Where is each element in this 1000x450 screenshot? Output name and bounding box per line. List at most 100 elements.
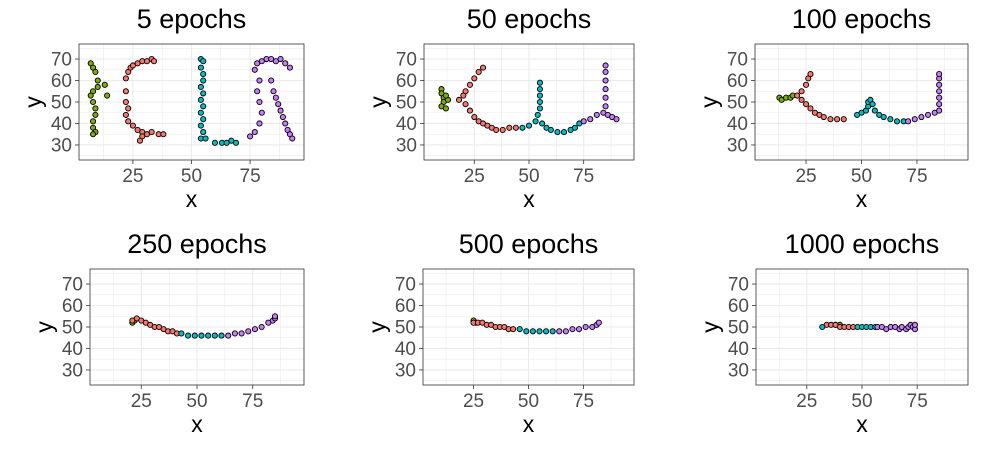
data-point — [251, 129, 258, 136]
data-point — [512, 124, 519, 131]
data-point — [197, 122, 204, 129]
data-point — [554, 129, 561, 136]
x-tick-label: 50 — [518, 166, 539, 187]
y-tick-label: 60 — [62, 296, 83, 317]
y-tick-label: 30 — [51, 135, 72, 156]
data-point — [471, 113, 478, 121]
y-tick-label: 50 — [395, 318, 416, 339]
y-tick-label: 50 — [396, 93, 417, 114]
data-point — [802, 81, 810, 88]
data-point — [205, 332, 212, 339]
data-point — [211, 332, 218, 339]
y-tick-label: 40 — [727, 114, 748, 135]
data-point — [286, 64, 293, 71]
data-point — [101, 81, 108, 88]
data-point — [887, 116, 894, 123]
y-tick-label: 30 — [728, 360, 749, 381]
y-tick-label: 60 — [51, 71, 72, 92]
y-axis-label: y — [31, 321, 57, 333]
x-axis-label: x — [191, 411, 203, 437]
data-point — [231, 330, 238, 337]
data-point — [191, 332, 198, 339]
data-point — [94, 77, 101, 84]
data-point — [602, 68, 609, 75]
data-point — [256, 120, 263, 127]
y-axis-label: y — [20, 96, 46, 108]
data-point — [104, 92, 111, 99]
data-point — [543, 328, 550, 335]
data-point — [869, 101, 876, 108]
data-point — [827, 116, 834, 123]
data-point — [576, 326, 583, 333]
y-tick-label: 50 — [62, 318, 83, 339]
data-point — [798, 88, 805, 95]
y-tick-label: 70 — [395, 275, 416, 296]
facet-title: 500 epochs — [459, 229, 599, 259]
data-point — [202, 135, 209, 142]
data-point — [534, 111, 541, 118]
data-point — [258, 323, 265, 331]
data-point — [925, 111, 932, 118]
data-point — [92, 111, 99, 118]
data-point — [820, 113, 827, 121]
data-point — [936, 107, 943, 114]
facet-title: 250 epochs — [127, 229, 267, 259]
data-point — [245, 328, 252, 335]
data-point — [90, 131, 97, 138]
data-point — [282, 60, 289, 67]
data-point — [289, 135, 296, 142]
data-point — [90, 118, 97, 125]
y-tick-label: 60 — [395, 296, 416, 317]
y-tick-label: 70 — [727, 50, 748, 71]
x-tick-label: 25 — [463, 391, 484, 412]
data-point — [536, 105, 543, 112]
data-point — [798, 96, 805, 103]
data-point — [87, 92, 94, 99]
x-tick-label: 75 — [240, 166, 261, 187]
data-point — [122, 75, 129, 82]
data-point — [807, 105, 814, 112]
data-point — [936, 71, 943, 78]
y-tick-label: 40 — [62, 339, 83, 360]
y-axis-label: y — [364, 321, 390, 333]
y-tick-label: 40 — [395, 339, 416, 360]
data-point — [893, 118, 901, 125]
x-tick-label: 75 — [907, 391, 928, 412]
data-point — [125, 105, 132, 112]
data-point — [200, 58, 207, 65]
data-point — [794, 92, 801, 99]
x-tick-label: 50 — [518, 391, 539, 412]
data-point — [466, 81, 473, 88]
data-point — [125, 118, 132, 125]
data-point — [247, 133, 254, 140]
data-point — [493, 126, 500, 133]
data-point — [569, 326, 576, 333]
data-point — [582, 323, 589, 331]
data-point — [282, 120, 289, 127]
data-point — [277, 107, 284, 114]
data-point — [150, 58, 158, 65]
data-point — [536, 86, 543, 93]
data-point — [94, 83, 101, 91]
data-point — [211, 139, 218, 146]
data-point — [499, 126, 506, 133]
data-point — [197, 64, 204, 71]
y-tick-label: 40 — [728, 339, 749, 360]
data-point — [92, 68, 99, 75]
data-point — [275, 101, 282, 108]
x-tick-label: 25 — [796, 391, 817, 412]
y-tick-label: 50 — [727, 93, 748, 114]
data-point — [254, 88, 261, 95]
y-axis-label: y — [697, 321, 723, 333]
y-tick-label: 40 — [51, 114, 72, 135]
x-tick-label: 25 — [464, 166, 485, 187]
data-point — [911, 116, 918, 123]
data-point — [539, 120, 546, 127]
data-point — [819, 323, 826, 331]
data-point — [587, 116, 594, 123]
data-point — [442, 92, 449, 99]
y-axis-label: y — [696, 96, 722, 108]
